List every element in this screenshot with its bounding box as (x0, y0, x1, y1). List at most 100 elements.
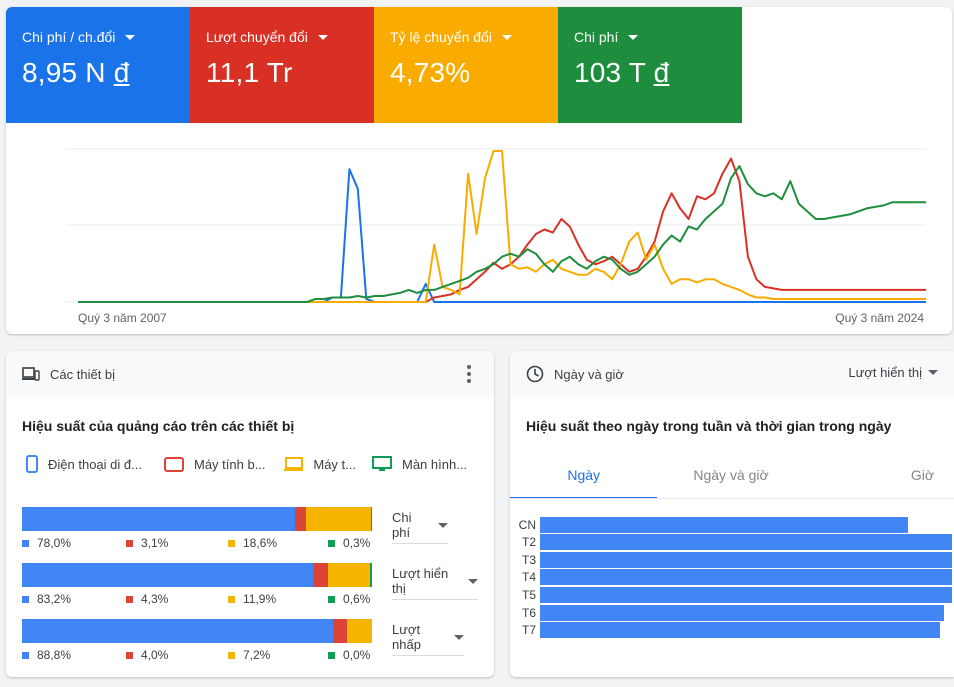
metric-label: Chi phí (574, 29, 726, 45)
percent-label: 0,0% (328, 648, 370, 662)
percent-value: 3,1% (141, 536, 169, 550)
caret-down-icon (628, 34, 639, 40)
percent-label: 78,0% (22, 536, 71, 550)
percent-label: 18,6% (228, 536, 277, 550)
metric-select-clicks[interactable]: Lượt nhấp (392, 622, 464, 656)
percent-value: 0,0% (343, 648, 371, 662)
day-label: T5 (521, 587, 536, 602)
percent-value: 0,3% (343, 536, 371, 550)
caret-down-icon (317, 34, 328, 40)
bar-segment[interactable] (370, 507, 372, 531)
series-line-3 (78, 165, 926, 303)
day-label: T2 (521, 535, 536, 550)
metric-select-cost[interactable]: Chi phí (392, 510, 448, 544)
day-time-card-header: Ngày và giờ Lượt hiển thị (510, 351, 954, 397)
tab-day[interactable]: Ngày (510, 451, 658, 499)
caret-down-icon (468, 578, 478, 584)
day-row: T7 (518, 622, 940, 639)
tab-hour[interactable]: Giờ (910, 467, 934, 483)
tablet-icon (164, 456, 184, 472)
day-bar[interactable] (540, 586, 952, 603)
bar-segment[interactable] (295, 507, 306, 531)
day-time-title: Hiệu suất theo ngày trong tuần và thời g… (526, 418, 892, 434)
bar-segment[interactable] (332, 619, 347, 643)
day-label: CN (518, 517, 536, 532)
mobile-icon (26, 455, 38, 473)
percent-label: 0,6% (328, 592, 370, 606)
percent-value: 4,0% (141, 648, 169, 662)
legend-swatch (328, 651, 335, 659)
day-bar[interactable] (540, 516, 909, 533)
caret-down-icon (501, 34, 512, 40)
percent-label: 3,1% (126, 536, 168, 550)
percent-labels: 83,2% 4,3% 11,9% 0,6% (22, 592, 372, 608)
laptop-icon (284, 456, 304, 471)
stacked-bar (22, 619, 372, 643)
metric-tile-cost[interactable]: Chi phí 103 T đ (558, 7, 742, 123)
legend-item-tablet[interactable]: Máy tính b... (164, 455, 268, 473)
percent-label: 7,2% (228, 648, 270, 662)
caret-down-icon (125, 34, 136, 40)
legend-item-laptop[interactable]: Máy t... (284, 455, 356, 473)
metric-tile-conversions[interactable]: Lượt chuyển đổi 11,1 Tr (190, 7, 374, 123)
metric-select-impressions[interactable]: Lượt hiển thị (392, 566, 478, 600)
percent-label: 88,8% (22, 648, 71, 662)
day-time-header-label: Ngày và giờ (554, 366, 624, 382)
bar-segment[interactable] (22, 507, 295, 531)
legend-item-tv[interactable]: Màn hình... (372, 455, 468, 473)
legend-swatch (126, 595, 133, 603)
trend-line-chart: Quý 3 năm 2007 Quý 3 năm 2024 (66, 148, 926, 325)
day-bar[interactable] (540, 622, 940, 639)
day-bar[interactable] (540, 569, 952, 586)
bar-segment[interactable] (369, 563, 372, 587)
bar-segment[interactable] (305, 507, 371, 531)
percent-label: 4,0% (126, 648, 168, 662)
legend-swatch (228, 651, 235, 659)
percent-label: 0,3% (328, 536, 370, 550)
metric-value: 4,73% (390, 57, 471, 88)
percent-labels: 88,8% 4,0% 7,2% 0,0% (22, 648, 372, 664)
metric-tile-cost-per-conversion[interactable]: Chi phí / ch.đổi 8,95 N đ (6, 7, 190, 123)
metric-select-day-time[interactable]: Lượt hiển thị (848, 365, 938, 383)
day-row: T6 (518, 604, 944, 621)
percent-value: 18,6% (243, 536, 278, 550)
day-row: T5 (518, 586, 952, 603)
devices-icon (22, 365, 40, 383)
tab-divider (510, 498, 954, 499)
percent-label: 11,9% (228, 592, 276, 606)
x-axis-start-label: Quý 3 năm 2007 (78, 311, 167, 325)
day-label: T7 (521, 623, 536, 638)
metric-value: 11,1 Tr (206, 57, 293, 88)
percent-value: 4,3% (141, 592, 169, 606)
legend-swatch (126, 651, 133, 659)
metric-label: Lượt chuyển đổi (206, 29, 358, 45)
bar-segment[interactable] (346, 619, 372, 643)
devices-title: Hiệu suất của quảng cáo trên các thiết b… (22, 418, 295, 434)
legend-swatch (228, 539, 235, 547)
more-options-icon[interactable] (460, 365, 478, 383)
series-line-1 (78, 157, 926, 303)
bar-segment[interactable] (22, 563, 314, 587)
day-bar[interactable] (540, 551, 952, 568)
tv-icon (372, 456, 392, 471)
metric-tile-conversion-rate[interactable]: Tỷ lệ chuyển đổi 4,73% (374, 7, 558, 123)
percent-value: 0,6% (343, 592, 371, 606)
bar-segment[interactable] (313, 563, 329, 587)
day-row: CN (518, 516, 909, 533)
day-time-tabs: Ngày Ngày và giờ Giờ (510, 451, 954, 499)
percent-labels: 78,0% 3,1% 18,6% 0,3% (22, 536, 372, 552)
series-line-2 (78, 150, 926, 303)
metric-label: Chi phí / ch.đổi (22, 29, 174, 45)
devices-legend: Điện thoại di đ... Máy tính b... Máy t..… (26, 455, 468, 473)
percent-value: 7,2% (243, 648, 271, 662)
tab-day-and-hour[interactable]: Ngày và giờ (693, 467, 769, 483)
devices-card: Các thiết bị Hiệu suất của quảng cáo trê… (6, 351, 494, 677)
day-bar[interactable] (540, 534, 952, 551)
day-bar[interactable] (540, 604, 944, 621)
day-label: T4 (521, 570, 536, 585)
legend-item-mobile[interactable]: Điện thoại di đ... (26, 455, 148, 473)
bar-segment[interactable] (22, 619, 333, 643)
devices-header-label: Các thiết bị (50, 366, 116, 382)
bar-segment[interactable] (328, 563, 370, 587)
legend-swatch (328, 539, 335, 547)
